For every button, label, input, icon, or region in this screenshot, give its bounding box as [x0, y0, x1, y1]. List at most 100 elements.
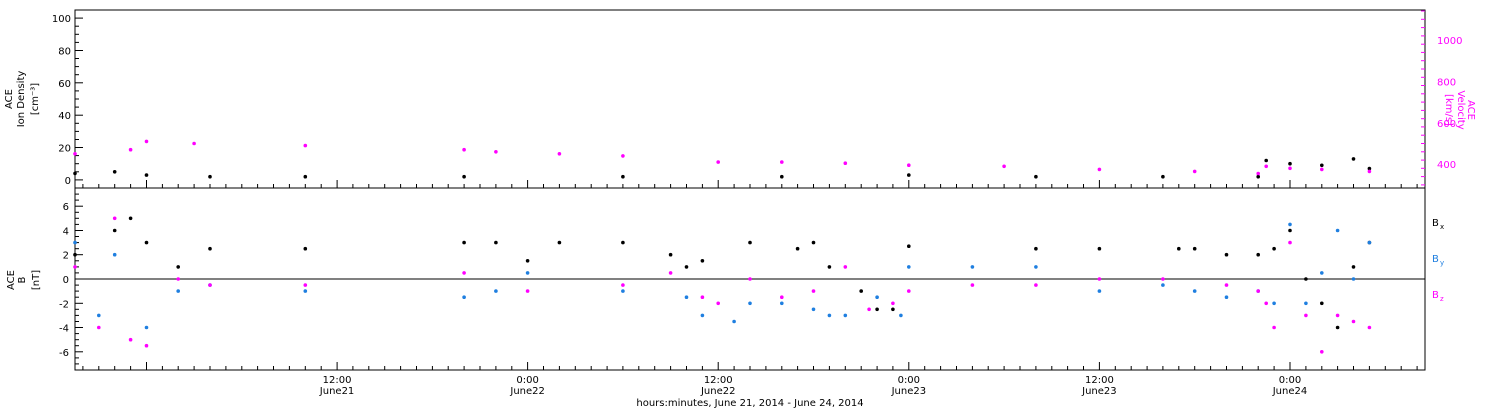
bz-point	[1097, 277, 1102, 281]
bz-point	[716, 301, 720, 306]
b-tick-label: -6	[59, 348, 69, 359]
by-point	[899, 313, 903, 318]
magnetic-field-panel: -6 -4 -2 0 2 4 6 ACE B [nT] B x B y B z	[6, 187, 1444, 371]
by-point	[1224, 295, 1229, 300]
bx-point	[128, 216, 133, 221]
b-tick-label: 2	[63, 251, 69, 262]
density-axis-label-line1: ACE	[4, 89, 15, 109]
by-point	[1272, 301, 1276, 306]
ion-density-point	[1256, 174, 1260, 179]
by-point	[176, 289, 180, 293]
by-point	[780, 301, 784, 306]
legend-bz-sub: z	[1440, 295, 1444, 303]
bx-point	[875, 307, 879, 312]
bx-point	[748, 240, 752, 245]
velocity-point	[557, 152, 562, 156]
by-point	[1034, 265, 1038, 269]
bx-point	[811, 240, 816, 245]
velocity-point	[1367, 169, 1372, 174]
bottom-panel-data-points	[73, 216, 1372, 354]
velocity-point	[843, 161, 848, 165]
bz-point	[1351, 319, 1356, 324]
ion-density-point	[1264, 158, 1268, 163]
by-point	[112, 252, 117, 257]
by-point	[144, 325, 149, 330]
bz-point	[907, 289, 911, 293]
by-point	[1288, 222, 1292, 227]
by-point	[732, 319, 736, 324]
velocity-point	[73, 152, 77, 156]
by-point	[1161, 283, 1165, 287]
velocity-point	[1256, 171, 1260, 176]
date-tick-label: June24	[1272, 386, 1308, 397]
b-axis-label-line3: [nT]	[31, 270, 42, 290]
bz-point	[1335, 313, 1340, 318]
velocity-tick-label: 600	[1437, 119, 1456, 130]
ion-density-point	[907, 173, 911, 177]
time-axis-ticks: 12:00June210:00June2212:00June220:00June…	[82, 180, 1418, 397]
time-tick-label: 12:00	[1085, 375, 1114, 386]
time-tick-label: 0:00	[1279, 375, 1301, 386]
bx-point	[859, 289, 863, 293]
b-axis-label-line2: B	[17, 276, 28, 283]
bz-point	[144, 343, 149, 348]
ion-density-point	[780, 174, 784, 179]
by-point	[811, 307, 816, 312]
bx-point	[462, 240, 466, 245]
velocity-axis-label-line2: Velocity	[1455, 90, 1466, 129]
velocity-point	[494, 150, 498, 154]
legend-by-sub: y	[1440, 259, 1444, 267]
velocity-point	[192, 141, 196, 146]
legend-bz: B z	[1432, 290, 1444, 303]
by-point	[1320, 271, 1324, 275]
bz-point	[1304, 313, 1308, 318]
bx-point	[112, 228, 117, 233]
b-tick-label: -2	[59, 299, 69, 310]
density-tick-label: 20	[58, 144, 71, 155]
ion-density-point	[112, 170, 117, 174]
bx-point	[557, 240, 562, 245]
ion-density-point	[1288, 161, 1292, 166]
density-axis-label-line3: [cm⁻³]	[30, 83, 41, 115]
by-point	[1351, 277, 1356, 281]
b-tick-label: 4	[63, 226, 69, 237]
bx-point	[891, 307, 895, 312]
bz-point	[891, 301, 895, 306]
ion-density-point	[303, 174, 308, 179]
velocity-axis-ticks: 400 600 800 1000	[1421, 10, 1462, 186]
date-tick-label: June22	[509, 386, 545, 397]
velocity-point	[1320, 167, 1324, 172]
ion-density-point	[1161, 174, 1165, 179]
by-point	[875, 295, 879, 300]
bx-point	[1304, 277, 1308, 281]
bx-point	[1272, 246, 1276, 251]
legend-by-text: B	[1432, 254, 1439, 265]
date-tick-label: June21	[319, 386, 355, 397]
b-tick-label: -4	[59, 324, 69, 335]
legend-bx: B x	[1432, 218, 1444, 231]
bx-point	[827, 265, 832, 269]
by-point	[827, 313, 832, 318]
density-tick-label: 60	[58, 79, 71, 90]
velocity-axis-label-line1: ACE	[1465, 100, 1476, 120]
velocity-point	[907, 163, 911, 167]
density-tick-label: 0	[65, 176, 71, 187]
bz-point	[867, 307, 871, 312]
velocity-point	[128, 147, 133, 152]
velocity-point	[462, 147, 466, 152]
bx-point	[668, 252, 673, 257]
velocity-point	[303, 143, 308, 148]
ion-density-point	[621, 174, 625, 179]
bz-point	[1272, 325, 1276, 330]
by-point	[494, 289, 498, 293]
ion-density-point	[144, 173, 149, 177]
b-axis-label-line1: ACE	[6, 270, 17, 290]
bz-point	[700, 295, 705, 300]
by-point	[1335, 228, 1340, 233]
b-axis-ticks: -6 -4 -2 0 2 4 6	[59, 193, 83, 365]
by-point	[1367, 240, 1372, 245]
bx-point	[1192, 246, 1197, 251]
velocity-point	[1097, 167, 1102, 172]
density-axis-ticks: 0 20 40 60 80 100	[52, 14, 83, 187]
velocity-point	[1002, 164, 1006, 169]
